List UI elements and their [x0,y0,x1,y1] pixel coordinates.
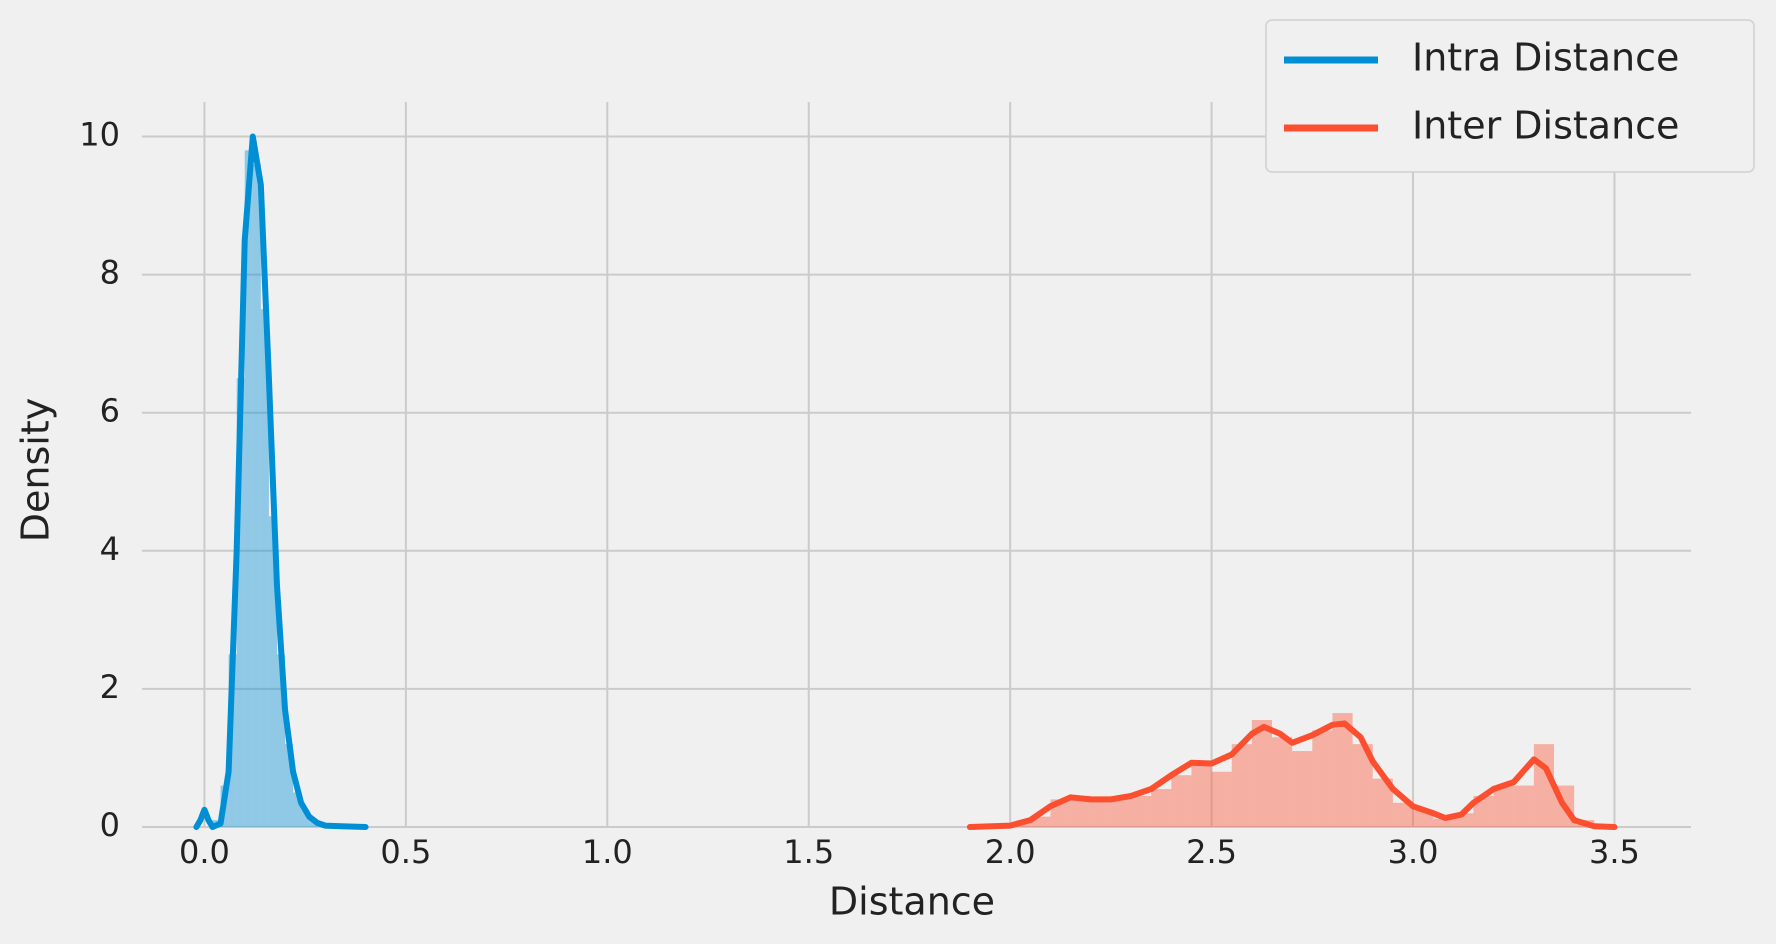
histogram-bar [268,516,277,827]
kde-line [966,720,1618,830]
histogram-bar [1110,798,1132,827]
x-tick-label: 2.5 [1186,833,1237,871]
histogram-bar [1191,761,1212,827]
histogram-bar [1211,771,1232,827]
x-tick-label: 3.0 [1388,833,1439,871]
histogram-bar [260,309,269,828]
y-tick-label: 8 [100,254,120,292]
histogram-bar [1231,744,1252,827]
x-tick-label: 0.0 [179,833,230,871]
histogram-bar [1070,795,1091,827]
x-axis-label: Distance [829,880,995,924]
histogram-bar [1332,713,1353,827]
histogram-bar [1251,719,1273,827]
histogram-bar [1292,751,1313,827]
legend-label: Inter Distance [1412,104,1679,148]
histogram-bar [309,820,318,827]
histogram-bar [1473,795,1494,827]
legend-frame [1265,19,1755,173]
histogram-bar [1513,785,1534,827]
y-tick-label: 6 [100,392,120,430]
x-tick-label: 2.0 [985,833,1036,871]
histogram-bar [1372,778,1393,827]
y-axis-label: Density [14,398,58,542]
histogram-bar [301,809,310,827]
histogram-bar [1392,802,1414,827]
histogram-bar [1493,785,1514,827]
histogram-bar [1171,775,1192,827]
x-tick-label: 1.0 [582,833,633,871]
histogram-bar [244,150,253,828]
y-tick-label: 2 [100,668,120,706]
grid [142,102,1691,828]
histogram-bar [252,164,261,828]
y-tick-label: 10 [79,116,120,154]
histogram-bar [1272,737,1293,827]
legend: Intra Distance Inter Distance [1265,19,1755,173]
histogram-bar [285,744,294,827]
legend-label: Intra Distance [1412,36,1679,80]
histogram-bar [1433,818,1454,827]
histogram-bar [1131,795,1152,827]
histogram-bar [236,378,245,827]
histogram-bar [1090,799,1111,827]
x-tick-label: 0.5 [380,833,431,871]
histogram-bar [276,654,286,827]
x-tick-label: 1.5 [783,833,834,871]
y-tick-label: 0 [100,806,120,844]
y-tick-label: 4 [100,530,120,568]
histogram-bar [1352,744,1373,827]
histogram-bar [293,792,302,827]
plot-area [193,133,1618,830]
histogram-bar [1312,730,1333,827]
x-tick-label: 3.5 [1589,833,1640,871]
kde-line [193,133,369,830]
histogram-bar [1030,816,1051,827]
histogram-bar [1151,789,1172,827]
